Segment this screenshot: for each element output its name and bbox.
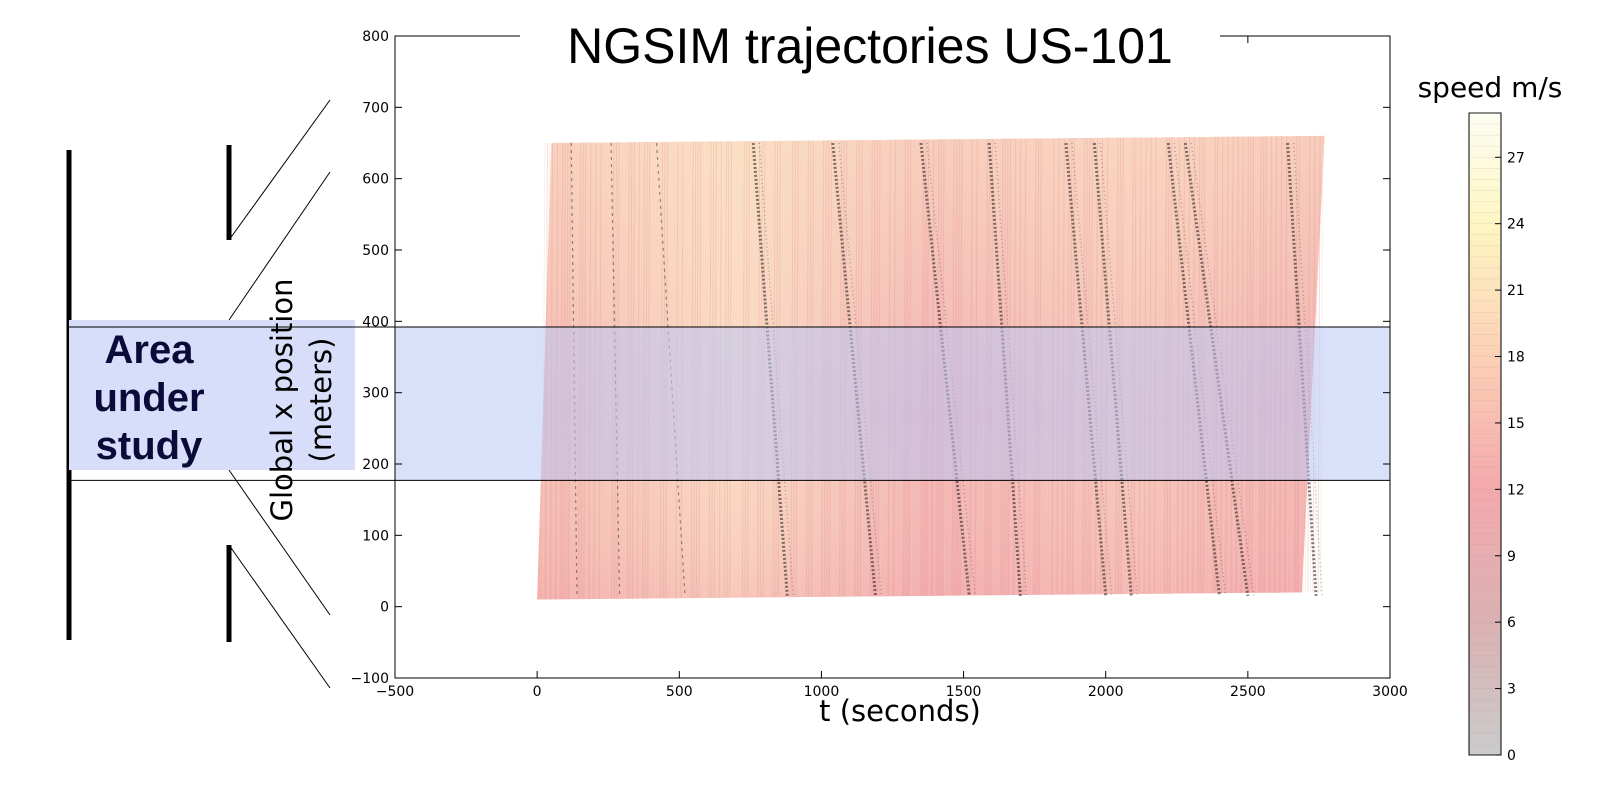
y-tick-label: 0 [380, 600, 389, 616]
y-tick-label: 100 [362, 528, 389, 544]
x-tick-label: 1500 [946, 684, 982, 700]
x-tick-label: 0 [533, 684, 542, 700]
colorbar-tick-label: 18 [1507, 350, 1525, 366]
onramp-line-2 [228, 171, 331, 321]
colorbar-ticks: 0 3 6 9 12 15 18 21 24 27 [1469, 112, 1525, 764]
y-tick-label: 700 [362, 100, 389, 116]
study-area-label-line1: Area [105, 328, 195, 372]
x-axis-ticks: −500 0 500 1000 1500 2000 2500 3000 [376, 36, 1408, 700]
y-axis-label-line1: Global x position [265, 279, 299, 522]
colorbar-title: speed m/s [1418, 71, 1563, 104]
y-tick-label: 600 [362, 172, 389, 188]
y-tick-label: 300 [362, 386, 389, 402]
x-axis-label: t (seconds) [819, 694, 981, 728]
x-tick-label: 1000 [804, 684, 840, 700]
x-tick-label: 2500 [1230, 684, 1266, 700]
colorbar-tick-label: 15 [1507, 416, 1525, 432]
offramp-line-1 [228, 469, 331, 616]
x-tick-label: 3000 [1372, 684, 1408, 700]
x-tick-label: −500 [376, 684, 414, 700]
colorbar-tick-label: 3 [1507, 682, 1516, 698]
colorbar-tick-label: 21 [1507, 283, 1525, 299]
x-tick-label: 500 [666, 684, 693, 700]
study-area-label-line3: study [96, 424, 203, 468]
study-area-label-line2: under [93, 376, 204, 420]
colorbar-tick-label: 9 [1507, 549, 1516, 565]
y-tick-label: −100 [351, 671, 389, 687]
offramp-line-2 [228, 544, 331, 689]
study-area-label: Area under study [93, 328, 204, 468]
x-tick-label: 2000 [1088, 684, 1124, 700]
colorbar-tick-label: 24 [1507, 217, 1525, 233]
onramp-line-1 [228, 99, 331, 241]
colorbar-tick-label: 6 [1507, 615, 1516, 631]
y-tick-label: 500 [362, 243, 389, 259]
colorbar-tick-label: 0 [1507, 748, 1516, 764]
colorbar: speed m/s 0 3 6 9 12 15 18 21 24 27 [1418, 71, 1563, 764]
y-tick-label: 800 [362, 29, 389, 45]
colorbar-tick-label: 12 [1507, 482, 1525, 498]
y-axis-label-line2: (meters) [304, 338, 338, 463]
chart-title: NGSIM trajectories US-101 [567, 18, 1173, 74]
title-background [520, 18, 1220, 80]
plot-area: −500 0 500 1000 1500 2000 2500 3000 −100 0 100 200… [69, 29, 1408, 700]
colorbar-tick-label: 27 [1507, 150, 1525, 166]
study-area-band [395, 327, 1390, 481]
y-axis-ticks: −100 0 100 200 300 400 500 600 700 800 [351, 29, 1390, 687]
study-area-band-left [69, 320, 355, 470]
y-tick-label: 400 [362, 314, 389, 330]
y-tick-label: 200 [362, 457, 389, 473]
